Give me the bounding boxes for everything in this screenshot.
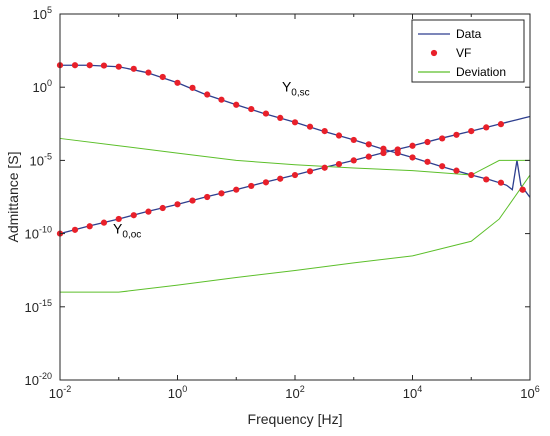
- vf-point: [291, 171, 299, 179]
- curve-annotation: Y0,sc: [282, 79, 310, 99]
- vf-point: [424, 158, 431, 165]
- vf-point: [439, 135, 446, 142]
- y-axis-title: Admittance [S]: [5, 151, 21, 242]
- legend-entries: Data VF Deviation: [418, 27, 506, 79]
- vf-point: [497, 179, 505, 186]
- vf-point: [519, 186, 526, 193]
- vf-point: [233, 186, 240, 193]
- legend-swatch-dot: [430, 49, 438, 57]
- vf-point: [115, 215, 122, 223]
- vf-point: [453, 131, 460, 138]
- vf-point: [483, 124, 490, 131]
- x-tick-label: 102: [285, 384, 304, 401]
- vf-point: [71, 226, 79, 233]
- vf-point: [189, 197, 196, 204]
- points-layer: [56, 62, 526, 237]
- vf-point: [424, 138, 431, 146]
- vf-point: [204, 91, 211, 98]
- legend-label: Data: [456, 27, 482, 41]
- vf-point: [453, 167, 460, 174]
- vf-point: [468, 171, 475, 179]
- vf-point: [248, 105, 255, 113]
- vf-point: [218, 190, 225, 197]
- vf-point: [321, 164, 328, 171]
- vf-point: [497, 121, 505, 128]
- vf-point: [277, 114, 284, 121]
- x-tick-label: 100: [168, 384, 187, 401]
- vf-point: [130, 65, 137, 72]
- vf-point: [86, 223, 93, 230]
- vf-point: [468, 128, 475, 135]
- legend-label: Deviation: [456, 65, 506, 79]
- vf-point: [409, 154, 416, 161]
- y-tick-label: 10-10: [25, 225, 52, 242]
- vf-point: [233, 101, 240, 108]
- vf-point: [335, 132, 343, 139]
- vf-point: [380, 149, 387, 157]
- vf-point: [350, 136, 357, 144]
- x-axis-title: Frequency [Hz]: [248, 411, 343, 427]
- x-tick-label: 106: [520, 384, 539, 401]
- y-tick-label: 10-15: [25, 298, 52, 315]
- vf-point: [483, 176, 490, 183]
- legend: Data VF Deviation: [411, 19, 525, 83]
- ticks-layer: [59, 13, 531, 381]
- y-tick-label: 10-20: [25, 371, 52, 388]
- vf-point: [306, 168, 314, 175]
- vf-point: [306, 123, 314, 130]
- series-line-4: [60, 174, 531, 293]
- vf-point: [189, 84, 196, 91]
- vf-point: [439, 163, 446, 170]
- vf-point: [291, 119, 299, 126]
- vf-point: [350, 157, 357, 164]
- vf-point: [218, 96, 225, 103]
- vf-point: [130, 212, 137, 219]
- x-tick-label: 104: [403, 384, 422, 401]
- legend-label: VF: [456, 46, 471, 60]
- vf-point: [262, 110, 270, 117]
- vf-point: [277, 175, 284, 182]
- vf-point: [365, 141, 372, 148]
- vf-point: [335, 160, 343, 168]
- vf-point: [365, 153, 372, 160]
- x-tick-label: 10-2: [49, 384, 71, 401]
- vf-point: [174, 79, 181, 86]
- vf-point: [100, 219, 108, 226]
- vf-point: [380, 145, 387, 152]
- vf-point: [145, 69, 152, 76]
- vf-point: [159, 73, 166, 81]
- vf-point: [115, 63, 122, 70]
- vf-point: [262, 179, 270, 186]
- vf-point: [71, 62, 79, 69]
- curve-annotation: Y0,oc: [113, 221, 141, 241]
- y-tick-label: 100: [33, 78, 52, 95]
- vf-point: [394, 146, 401, 153]
- vf-point: [100, 62, 108, 69]
- vf-point: [321, 128, 328, 135]
- tick-labels-layer: 10-2 100 102 104 106 105 100 10-5 10-10 10-15 10-2…: [25, 5, 540, 401]
- vf-point: [145, 208, 152, 215]
- vf-point: [248, 182, 255, 190]
- vf-point: [86, 62, 93, 69]
- vf-point: [204, 193, 211, 201]
- annotations-layer: Y0,sc Y0,oc: [113, 79, 310, 241]
- vf-point: [159, 204, 166, 212]
- vf-point: [174, 201, 181, 208]
- y-tick-label: 105: [33, 5, 52, 22]
- vf-point: [409, 142, 416, 149]
- y-tick-label: 10-5: [30, 151, 52, 168]
